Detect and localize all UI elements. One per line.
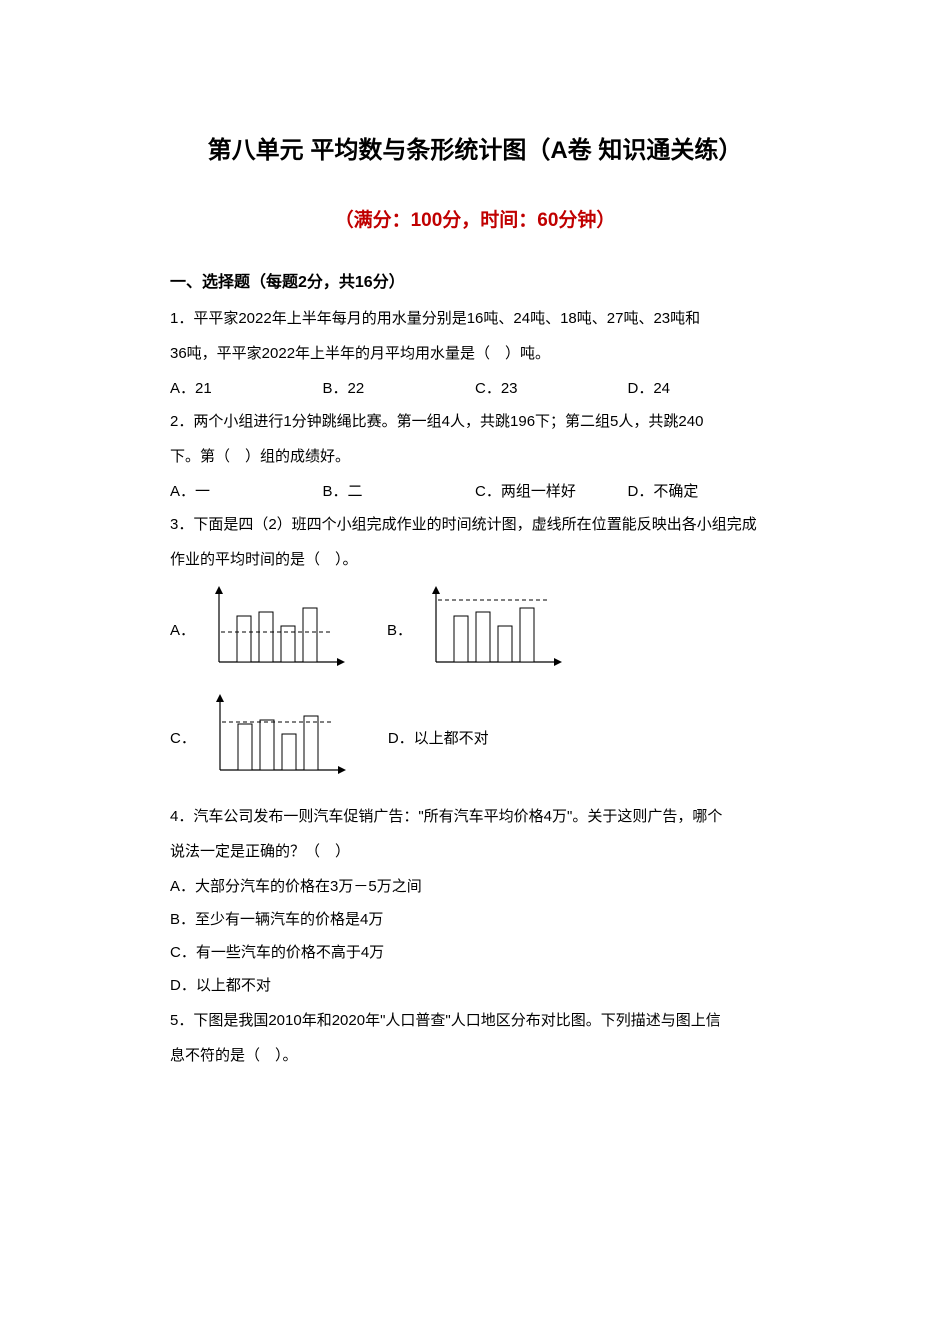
q4-text-line2: 说法一定是正确的？（ ） xyxy=(170,835,780,868)
chart-a xyxy=(207,584,347,674)
q1-text-line2: 36吨，平平家2022年上半年的月平均用水量是（ ）吨。 xyxy=(170,337,780,370)
q1-opt-b: B．22 xyxy=(323,372,476,405)
q2-opt-d: D．不确定 xyxy=(628,475,781,508)
chart-b xyxy=(424,584,564,674)
q4-opt-b: B．至少有一辆汽车的价格是4万 xyxy=(170,903,780,936)
q2-opt-b: B．二 xyxy=(323,475,476,508)
q2-text-line2: 下。第（ ）组的成绩好。 xyxy=(170,440,780,473)
q2-opt-c: C．两组一样好 xyxy=(475,475,628,508)
q3-text-line2: 作业的平均时间的是（ ）。 xyxy=(170,543,780,576)
q4-opt-a: A．大部分汽车的价格在3万－5万之间 xyxy=(170,870,780,903)
q1-text-line1: 1．平平家2022年上半年每月的用水量分别是16吨、24吨、18吨、27吨、23… xyxy=(170,302,780,335)
q4-opt-c: C．有一些汽车的价格不高于4万 xyxy=(170,936,780,969)
q3-opt-d-label: D．以上都不对 xyxy=(388,727,489,748)
q4-text-line1: 4．汽车公司发布一则汽车促销广告："所有汽车平均价格4万"。关于这则广告，哪个 xyxy=(170,800,780,833)
q3-opt-b-label: B． xyxy=(387,619,412,640)
exam-info: （满分：100分，时间：60分钟） xyxy=(170,205,780,232)
section1-header: 一、选择题（每题2分，共16分） xyxy=(170,268,780,292)
q3-text-line1: 3．下面是四（2）班四个小组完成作业的时间统计图，虚线所在位置能反映出各小组完成 xyxy=(170,508,780,541)
unit-title: 第八单元 平均数与条形统计图（A卷 知识通关练） xyxy=(170,130,780,165)
q3-opt-a-label: A． xyxy=(170,619,195,640)
q5-text-line1: 5．下图是我国2010年和2020年"人口普查"人口地区分布对比图。下列描述与图… xyxy=(170,1004,780,1037)
q1-opt-a: A．21 xyxy=(170,372,323,405)
q4-options: A．大部分汽车的价格在3万－5万之间 B．至少有一辆汽车的价格是4万 C．有一些… xyxy=(170,870,780,1002)
q5-text-line2: 息不符的是（ ）。 xyxy=(170,1039,780,1072)
chart-c xyxy=(208,692,348,782)
q3-opt-c-label: C． xyxy=(170,727,196,748)
q3-options-row1: A． B． xyxy=(170,584,780,674)
q1-opt-c: C．23 xyxy=(475,372,628,405)
q2-text-line1: 2．两个小组进行1分钟跳绳比赛。第一组4人，共跳196下；第二组5人，共跳240 xyxy=(170,405,780,438)
q4-opt-d: D．以上都不对 xyxy=(170,969,780,1002)
q3-options-row2: C． D．以上都不对 xyxy=(170,692,780,782)
q1-options: A．21 B．22 C．23 D．24 xyxy=(170,372,780,405)
q1-opt-d: D．24 xyxy=(628,372,781,405)
q2-opt-a: A．一 xyxy=(170,475,323,508)
q2-options: A．一 B．二 C．两组一样好 D．不确定 xyxy=(170,475,780,508)
